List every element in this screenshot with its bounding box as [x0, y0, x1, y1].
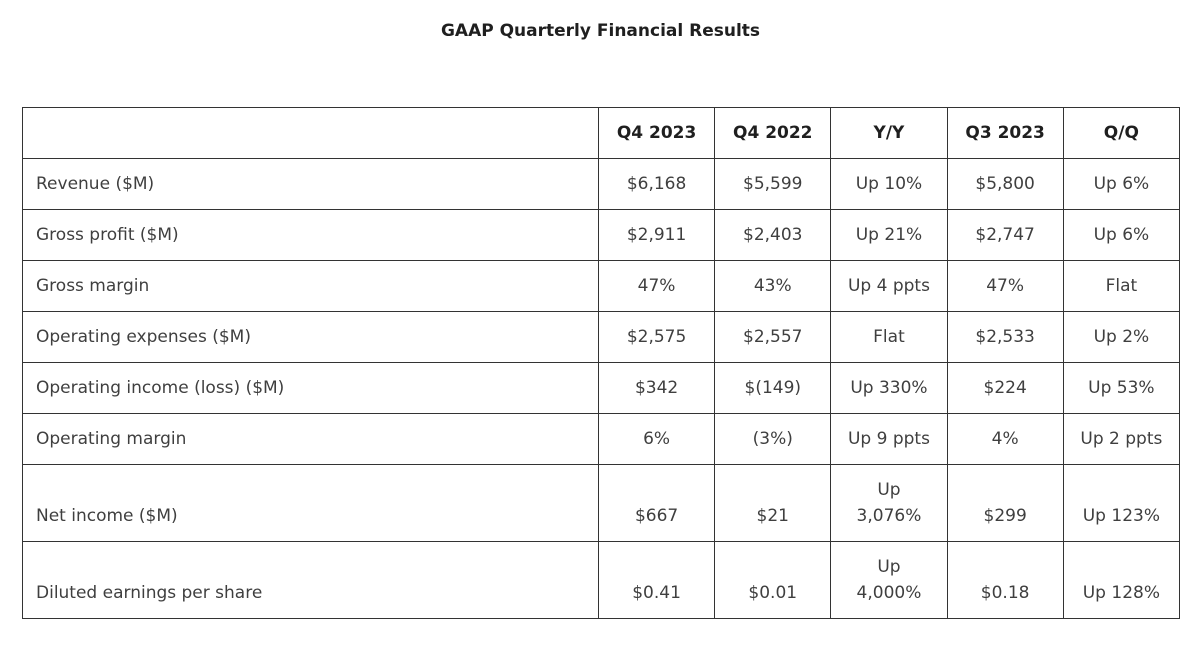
table-cell: $224: [946, 362, 1064, 414]
table-cell: $2,403: [714, 209, 832, 261]
table-cell: $2,575: [597, 311, 716, 363]
table-row-operating-margin: Operating margin 6% (3%) Up 9 ppts 4% Up…: [22, 413, 1181, 465]
table-cell: 43%: [714, 260, 832, 312]
table-cell: 4%: [946, 413, 1064, 465]
table-cell: 47%: [597, 260, 716, 312]
table-cell: $5,599: [714, 158, 832, 210]
table-cell: Up 9 ppts: [830, 413, 948, 465]
table-cell: Up 3,076%: [830, 464, 948, 542]
column-header-q3-2023: Q3 2023: [946, 107, 1064, 159]
table-cell: Up 4,000%: [830, 541, 948, 619]
row-label: Revenue ($M): [22, 158, 599, 210]
table-cell: Up 2%: [1062, 311, 1181, 363]
table-cell: Up 21%: [830, 209, 948, 261]
table-row-net-income: Net income ($M) $667 $21 Up 3,076% $299 …: [22, 464, 1181, 542]
table-row-revenue: Revenue ($M) $6,168 $5,599 Up 10% $5,800…: [22, 158, 1181, 210]
table-cell: $0.18: [946, 541, 1064, 619]
header-row: Q4 2023 Q4 2022 Y/Y Q3 2023 Q/Q: [22, 107, 1181, 159]
row-label: Diluted earnings per share: [22, 541, 599, 619]
table-row-diluted-eps: Diluted earnings per share $0.41 $0.01 U…: [22, 541, 1181, 619]
table-cell: $6,168: [597, 158, 716, 210]
table-cell: 47%: [946, 260, 1064, 312]
table-cell: $21: [714, 464, 832, 542]
table-cell: Up 2 ppts: [1062, 413, 1181, 465]
table-cell: 6%: [597, 413, 716, 465]
table-cell: Flat: [1062, 260, 1181, 312]
table-cell: $2,557: [714, 311, 832, 363]
row-label: Gross margin: [22, 260, 599, 312]
table-cell: Up 4 ppts: [830, 260, 948, 312]
table-cell: $(149): [714, 362, 832, 414]
table-cell: Up 128%: [1062, 541, 1181, 619]
table-cell: $299: [946, 464, 1064, 542]
column-header-q4-2023: Q4 2023: [597, 107, 716, 159]
table-cell: Up 6%: [1062, 158, 1181, 210]
table-row-operating-income: Operating income (loss) ($M) $342 $(149)…: [22, 362, 1181, 414]
table-cell: $0.01: [714, 541, 832, 619]
table-cell: Up 53%: [1062, 362, 1181, 414]
table-cell: $5,800: [946, 158, 1064, 210]
table-row-operating-expenses: Operating expenses ($M) $2,575 $2,557 Fl…: [22, 311, 1181, 363]
table-cell: Up 123%: [1062, 464, 1181, 542]
table-cell: $2,533: [946, 311, 1064, 363]
row-label: Gross profit ($M): [22, 209, 599, 261]
table-cell: Flat: [830, 311, 948, 363]
column-header-q4-2022: Q4 2022: [714, 107, 832, 159]
row-label: Operating income (loss) ($M): [22, 362, 599, 414]
table-cell: $0.41: [597, 541, 716, 619]
column-header-yoy: Y/Y: [830, 107, 948, 159]
table-cell: Up 330%: [830, 362, 948, 414]
row-label: Net income ($M): [22, 464, 599, 542]
table-cell: Up 6%: [1062, 209, 1181, 261]
page-title: GAAP Quarterly Financial Results: [440, 21, 761, 41]
column-header-qoq: Q/Q: [1062, 107, 1181, 159]
table-cell: Up 10%: [830, 158, 948, 210]
table-cell: (3%): [714, 413, 832, 465]
table-cell: $667: [597, 464, 716, 542]
row-label: Operating expenses ($M): [22, 311, 599, 363]
financial-results-table: Q4 2023 Q4 2022 Y/Y Q3 2023 Q/Q Revenue …: [22, 107, 1181, 619]
table-cell: $2,911: [597, 209, 716, 261]
table-cell: $342: [597, 362, 716, 414]
row-label: Operating margin: [22, 413, 599, 465]
table-row-gross-profit: Gross profit ($M) $2,911 $2,403 Up 21% $…: [22, 209, 1181, 261]
table-cell: $2,747: [946, 209, 1064, 261]
table-row-gross-margin: Gross margin 47% 43% Up 4 ppts 47% Flat: [22, 260, 1181, 312]
column-header-metric: [22, 107, 599, 159]
